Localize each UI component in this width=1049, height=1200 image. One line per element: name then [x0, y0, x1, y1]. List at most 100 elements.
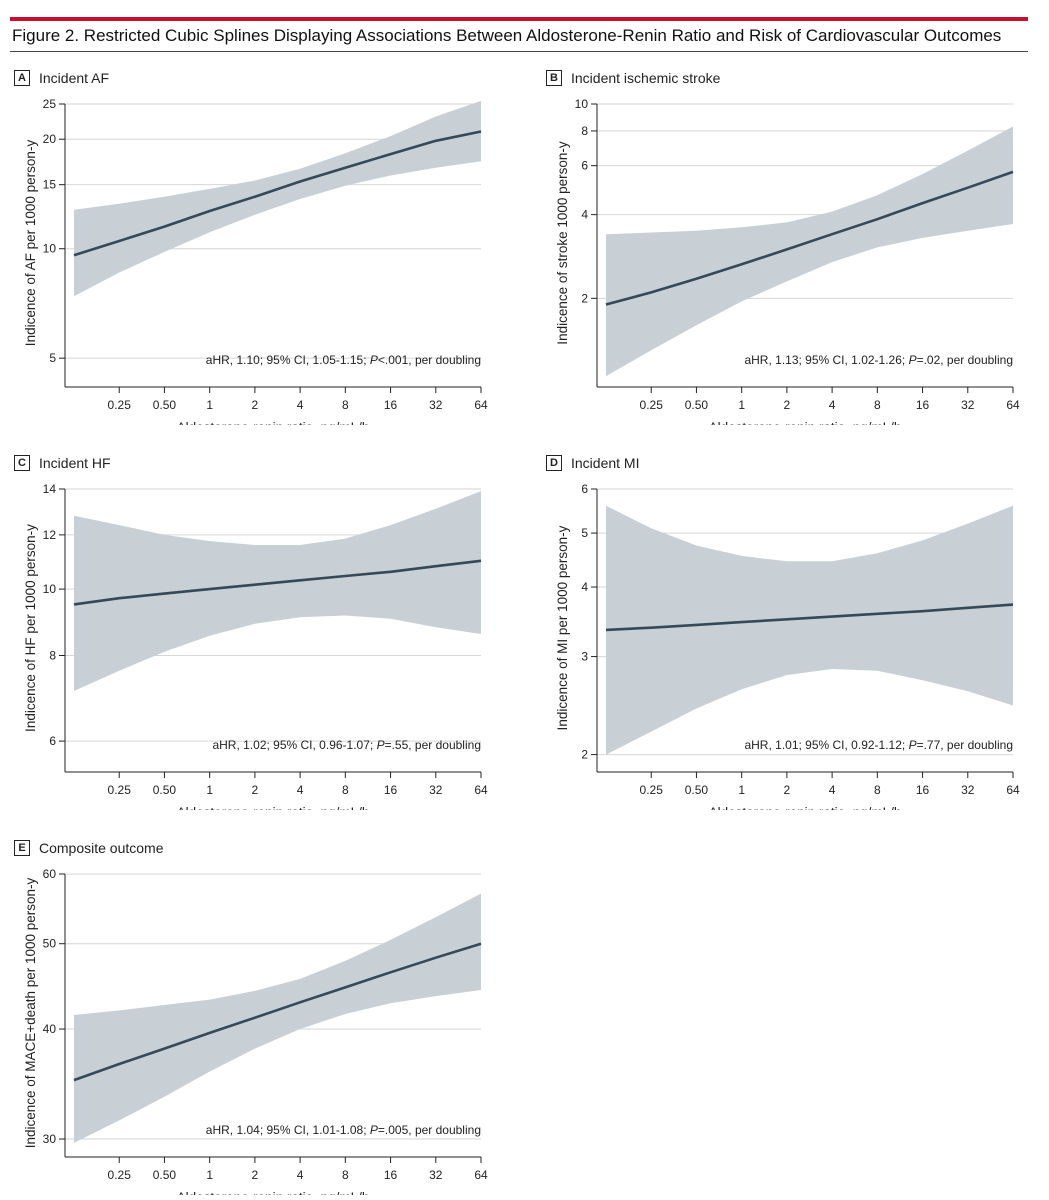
y-tick-label: 60: [43, 867, 57, 881]
x-tick-label: 64: [474, 1168, 488, 1182]
y-tick-label: 5: [49, 351, 56, 365]
x-tick-label: 2: [252, 1168, 259, 1182]
x-tick-label: 2: [252, 398, 259, 412]
annotation-text: aHR, 1.13; 95% CI, 1.02-1.26;: [744, 353, 908, 367]
panel-header: E Composite outcome: [14, 839, 164, 857]
x-tick-label: 16: [384, 398, 398, 412]
x-tick-label: 4: [297, 398, 304, 412]
x-tick-label: 32: [429, 1168, 443, 1182]
x-tick-label: 4: [297, 783, 304, 797]
figure-title: Figure 2. Restricted Cubic Splines Displ…: [12, 26, 1002, 45]
annotation-text: aHR, 1.01; 95% CI, 0.92-1.12;: [744, 738, 908, 752]
y-tick-label: 6: [581, 482, 588, 496]
y-axis-title: Indicence of HF per 1000 person-y: [23, 524, 38, 732]
panel-letter: E: [14, 840, 30, 856]
chart-svg: 30 40 50 60 0.25 0.50 1 2 4 8 16 32 64 Aldosterone-re…: [23, 867, 488, 1195]
x-tick-label: 1: [738, 783, 745, 797]
x-tick-label: 0.50: [153, 1168, 177, 1182]
x-tick-label: 0.25: [108, 398, 132, 412]
hazard-ratio-annotation: aHR, 1.10; 95% CI, 1.05-1.15; P<.001, pe…: [206, 353, 481, 367]
x-tick-label: 8: [342, 1168, 349, 1182]
annotation-p-symbol: P: [370, 1123, 378, 1137]
panel-letter: B: [546, 70, 562, 86]
annotation-p-value: =.55, per doubling: [385, 738, 481, 752]
y-axis-title: Indicence of MACE+death per 1000 person-…: [23, 877, 38, 1148]
title-divider: [10, 51, 1028, 52]
x-tick-label: 32: [429, 398, 443, 412]
annotation-text: aHR, 1.04; 95% CI, 1.01-1.08;: [206, 1123, 370, 1137]
x-tick-label: 8: [874, 783, 881, 797]
x-tick-label: 0.50: [153, 783, 177, 797]
confidence-band: [74, 100, 481, 297]
panel-letter: C: [14, 455, 30, 471]
x-tick-label: 4: [297, 1168, 304, 1182]
panel-b: B Incident ischemic stroke 2 4 6 8 10 0.25 0.5…: [532, 55, 1049, 425]
y-tick-label: 10: [43, 242, 57, 256]
confidence-band: [74, 893, 481, 1143]
y-tick-label: 15: [43, 178, 57, 192]
annotation-p-symbol: P: [377, 738, 385, 752]
x-tick-label: 1: [206, 783, 213, 797]
x-tick-label: 16: [916, 783, 930, 797]
spline-line: [73, 130, 482, 257]
x-tick-label: 0.50: [153, 398, 177, 412]
y-tick-label: 3: [581, 650, 588, 664]
x-tick-label: 1: [738, 398, 745, 412]
panel-a: A Incident AF 5 10 15 20 25 0.25 0.50 1 2 4 8 16 32 6…: [0, 55, 520, 425]
y-tick-label: 12: [43, 528, 57, 542]
hazard-ratio-annotation: aHR, 1.13; 95% CI, 1.02-1.26; P=.02, per…: [744, 353, 1013, 367]
x-tick-label: 0.25: [108, 1168, 132, 1182]
x-axis-title: Aldosterone-renin ratio, ng/mL/h: [709, 805, 902, 810]
x-tick-label: 1: [206, 1168, 213, 1182]
panel-header: D Incident MI: [546, 454, 639, 472]
x-tick-label: 0.50: [685, 398, 709, 412]
x-tick-label: 16: [384, 783, 398, 797]
x-tick-label: 0.25: [640, 783, 664, 797]
annotation-p-value: =.02, per doubling: [917, 353, 1013, 367]
chart-svg: 2 3 4 5 6 0.25 0.50 1 2 4 8 16 32 64 Aldosterone-renin…: [555, 482, 1020, 810]
y-axis-title: Indicence of MI per 1000 person-y: [555, 525, 570, 730]
accent-top-rule: [10, 17, 1028, 21]
annotation-p-value: =.005, per doubling: [378, 1123, 481, 1137]
chart-svg: 2 4 6 8 10 0.25 0.50 1 2 4 8 16 32 64 Aldosterone-reni…: [555, 97, 1020, 425]
x-tick-label: 0.50: [685, 783, 709, 797]
confidence-band: [606, 126, 1013, 377]
x-tick-label: 16: [384, 1168, 398, 1182]
x-tick-label: 0.25: [108, 783, 132, 797]
panel-header: B Incident ischemic stroke: [546, 69, 720, 87]
panel-letter: A: [14, 70, 30, 86]
x-tick-label: 16: [916, 398, 930, 412]
y-tick-label: 14: [43, 482, 57, 496]
x-tick-label: 64: [474, 783, 488, 797]
hazard-ratio-annotation: aHR, 1.01; 95% CI, 0.92-1.12; P=.77, per…: [744, 738, 1013, 752]
y-tick-label: 25: [43, 97, 57, 111]
x-tick-label: 64: [474, 398, 488, 412]
x-tick-label: 0.25: [640, 398, 664, 412]
panel-c: C Incident HF 6 8 10 12 14 0.25 0.50 1 2 4 8 16 32 64…: [0, 440, 520, 810]
spline-line: [605, 603, 1014, 632]
x-axis-title: Aldosterone-renin ratio, ng/mL/h: [177, 420, 370, 425]
x-tick-label: 4: [829, 783, 836, 797]
x-axis-title: Aldosterone-renin ratio, ng/mL/h: [177, 1190, 370, 1195]
panel-title: Incident MI: [571, 455, 640, 471]
annotation-p-value: <.001, per doubling: [378, 353, 481, 367]
y-tick-label: 6: [49, 734, 56, 748]
x-tick-label: 2: [784, 398, 791, 412]
annotation-p-value: =.77, per doubling: [917, 738, 1013, 752]
panel-e: E Composite outcome 30 40 50 60 0.25 0.50 1 2 4 8…: [0, 825, 520, 1195]
y-tick-label: 4: [581, 580, 588, 594]
chart-svg: 5 10 15 20 25 0.25 0.50 1 2 4 8 16 32 64 Aldosterone-r…: [23, 97, 488, 425]
y-tick-label: 40: [43, 1022, 57, 1036]
x-tick-label: 32: [429, 783, 443, 797]
panel-header: C Incident HF: [14, 454, 111, 472]
hazard-ratio-annotation: aHR, 1.04; 95% CI, 1.01-1.08; P=.005, pe…: [206, 1123, 481, 1137]
y-tick-label: 2: [581, 748, 588, 762]
y-tick-label: 2: [581, 291, 588, 305]
x-tick-label: 64: [1006, 398, 1020, 412]
x-tick-label: 32: [961, 783, 975, 797]
panel-title: Composite outcome: [39, 840, 164, 856]
panel-title: Incident ischemic stroke: [571, 70, 721, 86]
x-tick-label: 8: [342, 398, 349, 412]
panel-title: Incident HF: [39, 455, 111, 471]
y-tick-label: 10: [43, 582, 57, 596]
